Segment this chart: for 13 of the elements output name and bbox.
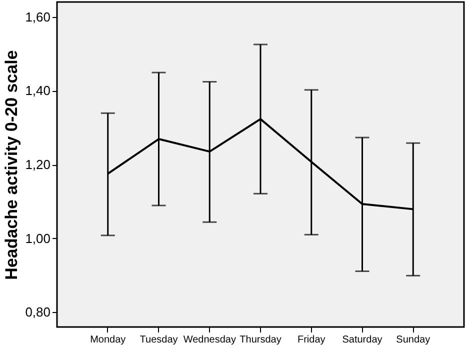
y-tick-label: 1,60 xyxy=(25,9,50,24)
x-tick-label: Wednesday xyxy=(183,334,236,346)
x-tick-label: Sunday xyxy=(396,334,430,346)
x-tick-label: Saturday xyxy=(342,334,382,346)
x-tick-label: Tuesday xyxy=(140,334,178,346)
y-tick-label: 1,40 xyxy=(25,83,50,98)
y-tick-label: 1,20 xyxy=(25,157,50,172)
y-tick-label: 1,00 xyxy=(25,230,50,246)
y-tick-label: 0,80 xyxy=(25,304,50,320)
x-tick-label: Monday xyxy=(90,334,126,346)
x-tick-label: Friday xyxy=(297,334,326,346)
y-axis-title: Headache activity 0-20 scale xyxy=(2,50,22,280)
x-tick-label: Thursday xyxy=(240,334,282,346)
